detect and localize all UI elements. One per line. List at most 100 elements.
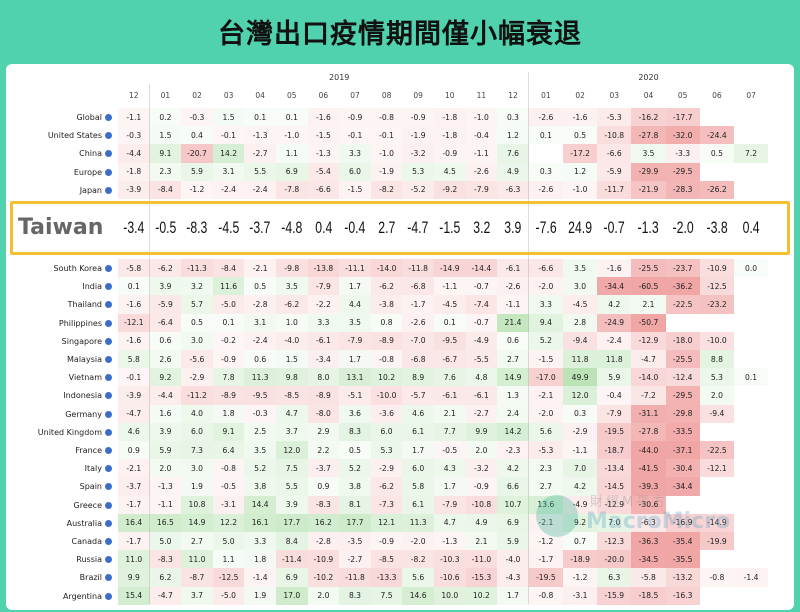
value-cell: -60.5 xyxy=(631,277,666,296)
value-cell: 6.1 xyxy=(402,495,434,514)
value-cell xyxy=(734,514,768,532)
value-cell: -6.8 xyxy=(402,350,434,369)
country-name: Russia xyxy=(76,555,102,565)
flag-icon xyxy=(105,465,112,473)
value-cell: -1.4 xyxy=(244,568,276,587)
value-cell: -10.6 xyxy=(434,568,466,587)
value-cell: -31.1 xyxy=(631,404,666,423)
country-label: Italy xyxy=(85,464,112,473)
flag-icon xyxy=(105,556,112,564)
value-cell: -22.5 xyxy=(665,295,700,314)
value-cell: -2.1 xyxy=(118,459,150,478)
country-name: Thailand xyxy=(67,300,102,310)
value-cell: 5.2 xyxy=(339,459,371,478)
country-label: Germany xyxy=(65,410,112,419)
flag-icon xyxy=(105,428,112,436)
value-cell: -1.0 xyxy=(465,108,498,127)
value-cell: -5.9 xyxy=(597,162,632,181)
flag-icon xyxy=(105,538,112,545)
value-cell xyxy=(734,477,768,495)
value-cell: -6.8 xyxy=(402,277,434,296)
value-cell: 3.5 xyxy=(244,441,276,460)
month-label: 08 xyxy=(381,91,392,100)
value-cell: -0.9 xyxy=(212,350,245,369)
value-cell: -4.9 xyxy=(563,495,598,514)
country-label: United Kingdom xyxy=(38,428,112,437)
value-cell: -0.8 xyxy=(370,350,403,369)
value-cell: -7.9 xyxy=(597,404,632,423)
value-cell: -36.2 xyxy=(665,277,700,296)
value-cell: -15.9 xyxy=(597,586,632,605)
value-cell: 11.0 xyxy=(118,550,150,569)
value-cell: -22.5 xyxy=(699,441,734,460)
taiwan-value-cell: -0.7 xyxy=(603,218,625,237)
value-cell: 0.9 xyxy=(307,477,340,496)
value-cell: 4.2 xyxy=(597,295,632,314)
value-cell: -1.1 xyxy=(118,108,150,127)
value-cell: -10.3 xyxy=(434,550,466,569)
value-cell: -34.5 xyxy=(631,550,666,569)
value-cell: -12.3 xyxy=(597,532,632,551)
value-cell: 0.1 xyxy=(528,126,563,145)
value-cell: -2.1 xyxy=(244,259,276,278)
value-cell: 4.6 xyxy=(118,422,150,441)
month-label: 12 xyxy=(129,91,139,100)
value-cell: 5.0 xyxy=(149,532,182,551)
taiwan-value-cell: 3.2 xyxy=(472,218,490,237)
value-cell: -39.3 xyxy=(631,477,666,496)
flag-icon xyxy=(105,374,112,382)
country-name: Brazil xyxy=(79,573,102,583)
value-cell: 3.5 xyxy=(563,259,598,278)
flag-icon xyxy=(105,168,112,176)
value-cell: -2.4 xyxy=(244,180,276,199)
country-name: France xyxy=(75,446,102,455)
value-cell: -8.9 xyxy=(307,386,340,405)
value-cell: 3.0 xyxy=(181,331,213,350)
value-cell: -16.2 xyxy=(631,108,666,127)
value-cell: 4.2 xyxy=(563,477,598,496)
country-label: United States xyxy=(48,131,112,140)
value-cell: 5.2 xyxy=(528,331,563,350)
value-cell: -6.3 xyxy=(497,180,529,199)
month-label: 04 xyxy=(255,91,265,100)
value-cell: -18.7 xyxy=(597,441,632,460)
value-cell: -0.9 xyxy=(465,477,498,496)
month-label: 05 xyxy=(677,91,688,100)
value-cell: -5.0 xyxy=(212,295,245,314)
value-cell: -6.2 xyxy=(276,295,308,314)
value-cell: -34.4 xyxy=(665,477,700,496)
value-cell: -11.3 xyxy=(181,259,213,278)
value-cell: 2.0 xyxy=(699,386,734,405)
country-label: Brazil xyxy=(80,573,112,582)
value-cell: 17.0 xyxy=(276,586,308,605)
value-cell: 1.0 xyxy=(276,313,308,332)
value-cell: -0.1 xyxy=(118,368,150,387)
country-name: South Korea xyxy=(53,264,102,273)
value-cell: -5.2 xyxy=(402,180,434,199)
value-cell: 1.1 xyxy=(276,144,308,163)
value-cell xyxy=(734,277,768,295)
value-cell: 3.1 xyxy=(244,313,276,332)
value-cell: 2.0 xyxy=(307,586,340,605)
value-cell: -24.9 xyxy=(597,313,632,332)
country-name: United Kingdom xyxy=(37,427,102,437)
value-cell: -2.1 xyxy=(528,386,563,405)
watermark: 財經M平方 MacroMicro xyxy=(530,489,730,549)
year-separator xyxy=(527,72,529,604)
flag-icon xyxy=(105,410,112,418)
value-cell: -5.3 xyxy=(597,108,632,127)
value-cell: 3.3 xyxy=(244,532,276,551)
value-cell: 11.8 xyxy=(597,350,632,369)
value-cell: 4.9 xyxy=(497,162,529,181)
taiwan-value-cell: -3.4 xyxy=(123,218,145,237)
value-cell: 6.3 xyxy=(597,568,632,587)
value-cell: -30.4 xyxy=(665,459,700,478)
value-cell xyxy=(529,144,563,162)
value-cell: 4.7 xyxy=(434,513,466,532)
value-cell: -27.8 xyxy=(631,126,666,145)
value-cell: 2.9 xyxy=(307,422,340,441)
watermark-line1: 財經M平方 xyxy=(590,495,669,510)
value-cell: 49.9 xyxy=(563,368,598,387)
flag-icon xyxy=(105,392,112,400)
month-label: 10 xyxy=(445,91,455,100)
